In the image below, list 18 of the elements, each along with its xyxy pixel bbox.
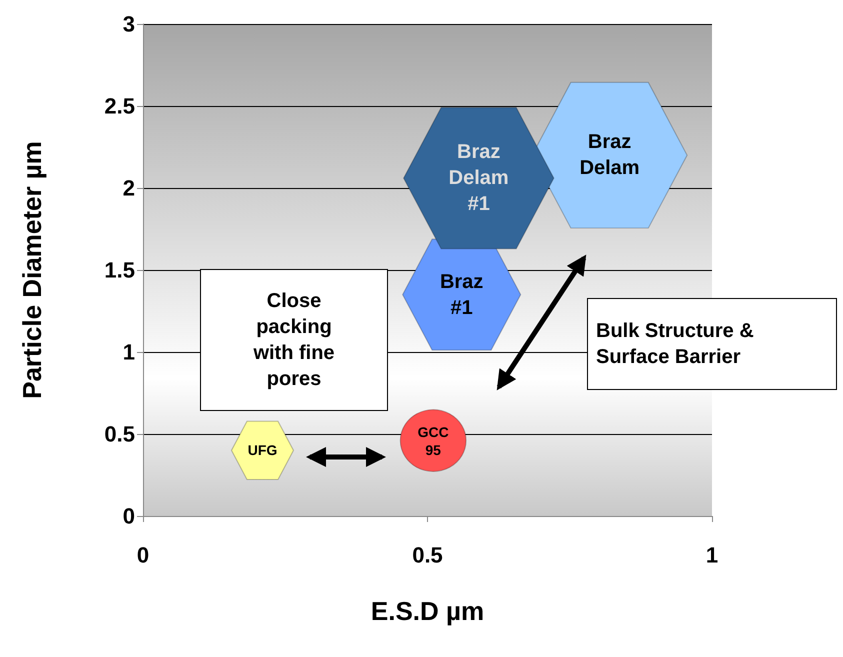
series-label: Braz Delam <box>578 130 641 182</box>
note-box: Bulk Structure & Surface Barrier <box>587 298 837 390</box>
series-label: GCC 95 <box>416 422 450 459</box>
y-tick-label: 3 <box>122 12 135 36</box>
x-axis-title: E.S.D µm <box>370 596 484 626</box>
y-tick-label: 1 <box>122 340 135 364</box>
x-tick-label: 1 <box>706 542 718 568</box>
y-axis-title: Particle Diameter µm <box>17 141 47 399</box>
y-tick-label: 2 <box>122 176 135 200</box>
y-tick-label: 2.5 <box>104 94 135 118</box>
y-tick-label: 1.5 <box>104 258 135 282</box>
series-label: Braz #1 <box>438 270 484 321</box>
note-box: Close packing with fine pores <box>200 269 388 411</box>
y-tick-label: 0 <box>122 504 135 528</box>
x-tick-label: 0.5 <box>412 542 443 568</box>
y-tick-label: 0.5 <box>104 422 135 446</box>
series-label: Braz Delam #1 <box>448 140 510 218</box>
series-label: UFG <box>246 441 278 460</box>
